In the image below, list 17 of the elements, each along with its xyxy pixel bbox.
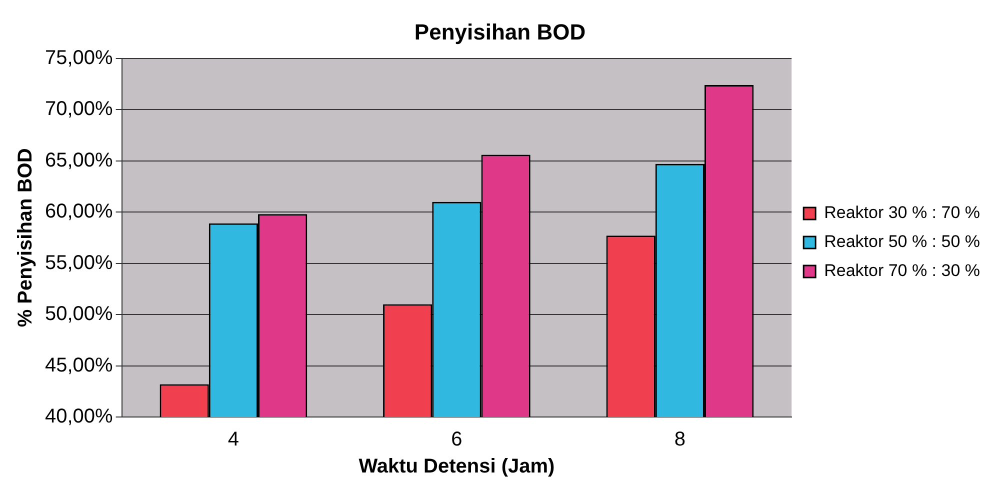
y-tick-label: 50,00% — [44, 303, 114, 326]
y-tick-label: 65,00% — [44, 149, 114, 172]
x-tick-label: 4 — [228, 428, 240, 451]
x-tick-label: 6 — [451, 428, 462, 451]
legend-label: Reaktor 30 % : 70 % — [824, 203, 980, 222]
y-tick-label: 70,00% — [44, 98, 114, 120]
x-tick-label: 8 — [674, 428, 686, 451]
y-tick-label: 75,00% — [44, 46, 114, 69]
y-tick-label: 45,00% — [44, 354, 114, 376]
legend-label: Reaktor 50 % : 50 % — [824, 232, 980, 252]
y-tick-label: 60,00% — [44, 200, 114, 223]
chart-title: Penyisihan BOD — [414, 19, 586, 44]
legend-label: Reaktor 70 % : 30 % — [824, 261, 980, 280]
y-tick-label: 55,00% — [44, 252, 114, 274]
y-tick-label: 40,00% — [44, 406, 114, 428]
x-axis-title: Waktu Detensi (Jam) — [358, 456, 555, 478]
y-axis-title: % Penyisihan BOD — [14, 148, 37, 328]
